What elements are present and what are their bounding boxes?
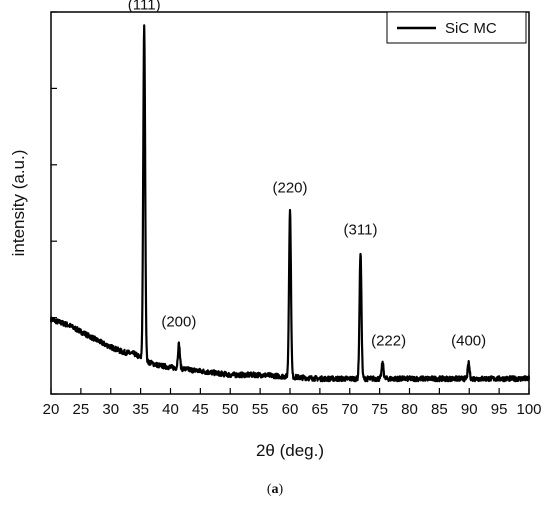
y-axis-title: intensity (a.u.) — [9, 150, 28, 257]
caption-open: ( — [266, 482, 272, 497]
series-line-sic-mc — [49, 24, 531, 383]
x-tick-label: 85 — [431, 401, 448, 418]
x-tick-label: 75 — [371, 401, 388, 418]
peak-annotations: (111) (200) (220) (311) (222) (400) — [128, 0, 486, 349]
x-tick-label: 30 — [102, 401, 119, 418]
peak-label: (400) — [451, 332, 486, 349]
caption-label: a — [271, 482, 279, 497]
legend: SiC MC — [386, 11, 527, 44]
x-tick-label: 55 — [252, 401, 269, 418]
peak-label: (200) — [161, 313, 196, 330]
peak-label: (311) — [344, 222, 378, 239]
x-tick-label: 35 — [132, 401, 149, 418]
x-tick-label: 90 — [461, 401, 478, 418]
x-tick-label: 80 — [401, 401, 418, 418]
x-tick-label: 65 — [312, 401, 329, 418]
x-tick-label: 60 — [282, 401, 299, 418]
x-tick-labels: 20 25 30 35 40 45 50 55 60 65 70 75 80 85 90 95 100 — [43, 401, 542, 418]
x-tick-label: 50 — [222, 401, 239, 418]
x-tick-label: 45 — [192, 401, 209, 418]
x-tick-label: 40 — [162, 401, 179, 418]
x-tick-label: 25 — [73, 401, 90, 418]
legend-entry-sic-mc: SiC MC — [445, 20, 497, 37]
figure-caption: (a) — [0, 482, 550, 498]
peak-label: (220) — [272, 180, 307, 197]
x-tick-label: 100 — [516, 401, 541, 418]
peak-label: (111) — [128, 0, 161, 13]
peak-label: (222) — [371, 332, 406, 349]
xrd-chart: 20 25 30 35 40 45 50 55 60 65 70 75 80 85 90 95 100 (111… — [9, 0, 542, 460]
x-tick-label: 20 — [43, 401, 60, 418]
x-axis-title: 2θ (deg.) — [256, 441, 324, 460]
x-tick-label: 95 — [491, 401, 508, 418]
x-tick-label: 70 — [341, 401, 358, 418]
caption-close: ) — [278, 482, 284, 497]
axis-ticks — [50, 11, 530, 395]
